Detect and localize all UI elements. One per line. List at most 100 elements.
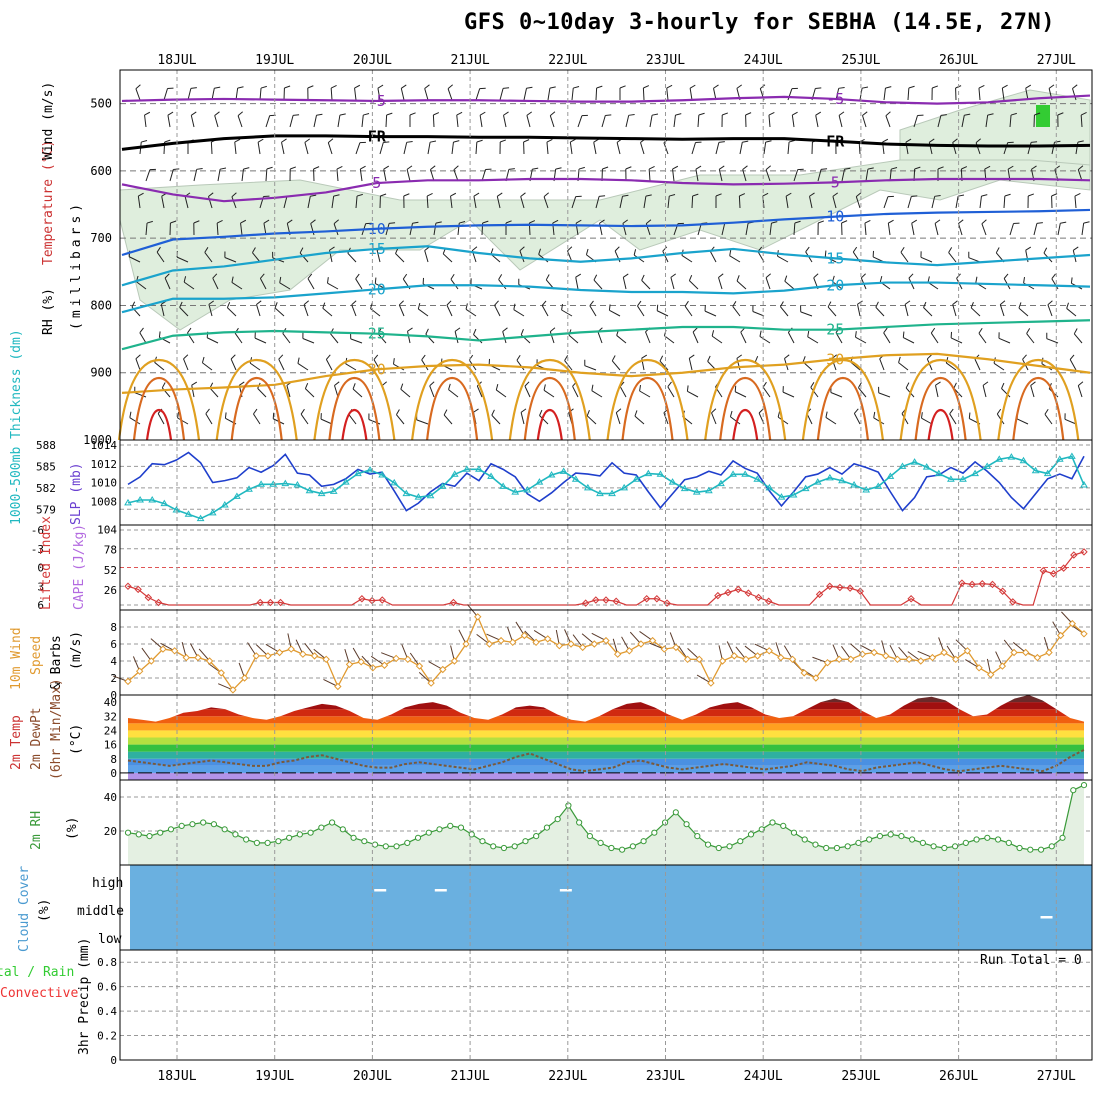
wind-barb	[492, 415, 500, 424]
wind-barb	[578, 116, 582, 127]
wind-barb-flag	[1052, 274, 1056, 279]
wind-barb	[1010, 224, 1014, 235]
wind-barb-flag	[444, 410, 447, 415]
wind-barb-flag	[792, 112, 797, 115]
wind-barb	[495, 305, 500, 316]
rh-marker	[963, 840, 968, 845]
wind-barb-flag	[1075, 193, 1080, 196]
wind-barb-flag	[996, 248, 999, 253]
wind-barb-flag	[231, 355, 235, 359]
wind-barb-flag	[504, 112, 509, 115]
wind-barb-flag	[1000, 301, 1005, 305]
wind-barb-flag	[620, 86, 626, 88]
wind-barb	[425, 88, 428, 100]
wind-barb	[951, 338, 962, 343]
precip-tick-label: 0.4	[97, 1005, 117, 1018]
wind-barb	[401, 88, 404, 100]
wind-barb	[275, 308, 284, 316]
temp-tick-label: 40	[104, 696, 117, 709]
rh-marker	[265, 840, 270, 845]
isotherm-label: 10	[826, 208, 844, 226]
wind-barb	[452, 142, 453, 154]
isotherm-label: 20	[826, 276, 844, 294]
wind-barb-flag	[876, 302, 879, 307]
wind-barb	[592, 391, 602, 397]
rh-marker	[566, 803, 571, 808]
wind-barb-flag	[997, 409, 1000, 414]
wind-barb-flag	[197, 168, 203, 169]
wind-barb-flag	[457, 112, 462, 115]
wind-barb	[602, 115, 605, 127]
wind-barb	[1052, 279, 1058, 289]
wind-barb-flag	[696, 166, 701, 169]
wind-barb-flag	[586, 249, 588, 255]
wind-barb	[792, 115, 794, 127]
wind-barb-flag	[449, 384, 451, 390]
wind-barb-flag	[884, 328, 888, 333]
rh-marker	[942, 845, 947, 850]
wind-barb	[979, 88, 980, 100]
rh-shading-high	[1036, 105, 1050, 127]
wind-barb	[753, 312, 764, 316]
wind-barb	[500, 88, 503, 100]
precip-label-1: tal / Rain	[0, 965, 74, 980]
wind-barb	[206, 414, 212, 424]
rh-marker	[190, 822, 195, 827]
wind-speed-marker	[288, 646, 294, 652]
wind-barb-flag	[132, 302, 135, 307]
wind-barb	[238, 116, 242, 127]
rh-tick-label: 20	[104, 825, 117, 838]
cape-tick-label: 26	[104, 584, 117, 597]
wind-barb-flag	[267, 167, 273, 169]
wind-speed-marker	[183, 655, 189, 661]
wind-barb-flag	[544, 384, 545, 390]
wind-barb-flag	[714, 85, 719, 88]
wind-barb-flag	[693, 328, 697, 332]
rh-marker	[233, 832, 238, 837]
precip-tick-label: 0	[110, 1054, 117, 1067]
panel-frame	[120, 440, 1092, 525]
wind-speed-marker	[883, 653, 889, 659]
wind-barb-flag	[238, 112, 243, 116]
wind-barb	[884, 333, 890, 343]
wind-barb-flag	[689, 355, 694, 358]
cloud-level-middle: middle	[77, 904, 124, 919]
wind-barb	[349, 414, 356, 424]
wind-barb-flag	[737, 85, 742, 89]
wind-barb-flag	[652, 114, 658, 115]
temperature-band	[128, 709, 1084, 716]
wind-barb-flag	[690, 85, 695, 88]
wind-barb-flag	[742, 141, 748, 142]
rh-shading	[120, 150, 1090, 330]
rh-marker	[319, 825, 324, 830]
wind-barb-flag	[1002, 85, 1007, 88]
temperature-band	[128, 730, 1084, 737]
rh-label: RH (%)	[41, 288, 56, 335]
isotherm-label: 20	[368, 280, 386, 298]
wind-barb-flag	[517, 355, 520, 360]
wind-speed-marker	[568, 641, 574, 647]
boundary-layer-contour-hot	[929, 410, 953, 440]
rh-marker	[480, 839, 485, 844]
wind-speed-marker	[708, 680, 714, 686]
wind-barb-flag	[427, 193, 432, 196]
pressure-tick-label: 500	[90, 97, 112, 111]
wind-barb-flag	[671, 274, 676, 278]
wind-barb	[590, 306, 596, 316]
date-label-top: 22JUL	[548, 53, 587, 68]
wind-barb-flag	[856, 331, 857, 337]
wind-barb-flag	[839, 87, 845, 88]
wind-barb	[235, 142, 236, 154]
wind-barb	[1070, 360, 1076, 370]
wind-barb	[266, 169, 267, 181]
wind-barb-flag	[712, 330, 713, 336]
date-label-bottom: 25JUL	[841, 1069, 880, 1084]
wind-barb	[912, 223, 914, 235]
wind-barb-flag	[401, 85, 406, 88]
run-total-label: Run Total = 0	[980, 953, 1082, 968]
wind-barb	[408, 331, 410, 343]
rh-marker	[523, 839, 528, 844]
wind-barb	[550, 116, 554, 127]
